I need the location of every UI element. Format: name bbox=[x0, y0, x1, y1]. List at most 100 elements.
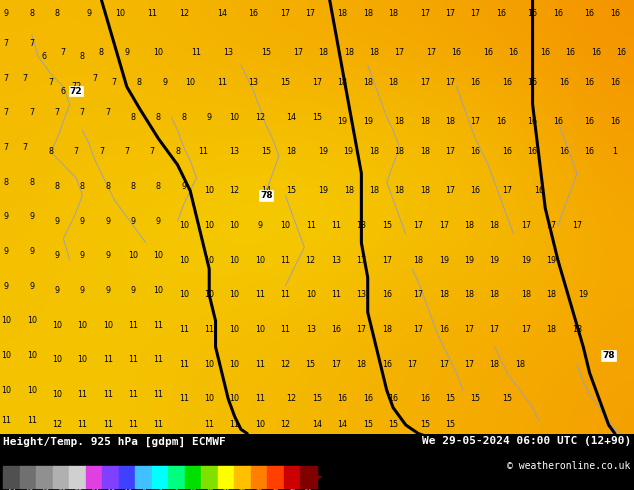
Text: 16: 16 bbox=[388, 394, 398, 403]
Text: 13: 13 bbox=[223, 48, 233, 56]
Text: 7: 7 bbox=[29, 108, 34, 117]
Text: 10: 10 bbox=[179, 221, 189, 230]
Text: 17: 17 bbox=[464, 360, 474, 369]
Text: 14: 14 bbox=[312, 420, 322, 429]
Text: 11: 11 bbox=[128, 355, 138, 365]
Text: 11: 11 bbox=[191, 48, 202, 56]
Text: 19: 19 bbox=[439, 256, 449, 265]
Text: 16: 16 bbox=[483, 48, 493, 56]
Text: 72: 72 bbox=[71, 82, 81, 91]
Text: 18: 18 bbox=[394, 186, 404, 196]
Text: 19: 19 bbox=[521, 256, 531, 265]
Text: 17: 17 bbox=[445, 8, 455, 18]
Text: 10: 10 bbox=[1, 386, 11, 395]
Text: 11: 11 bbox=[331, 291, 341, 299]
Text: 17: 17 bbox=[445, 147, 455, 156]
Text: 18: 18 bbox=[394, 117, 404, 126]
Text: 15: 15 bbox=[363, 420, 373, 429]
Text: 18: 18 bbox=[318, 48, 328, 56]
Text: 10: 10 bbox=[27, 317, 37, 325]
Text: 18: 18 bbox=[464, 291, 474, 299]
Text: 18: 18 bbox=[547, 291, 557, 299]
Text: 17: 17 bbox=[306, 8, 316, 18]
Text: 16: 16 bbox=[502, 78, 512, 87]
Text: 13: 13 bbox=[249, 78, 259, 87]
Text: -12: -12 bbox=[122, 489, 133, 490]
Text: 14: 14 bbox=[217, 8, 227, 18]
Bar bbox=[135, 466, 152, 488]
Text: 18: 18 bbox=[363, 78, 373, 87]
Text: 16: 16 bbox=[610, 117, 620, 126]
Text: 9: 9 bbox=[131, 217, 136, 226]
Text: 19: 19 bbox=[337, 117, 347, 126]
Bar bbox=[3, 466, 20, 488]
Text: 11: 11 bbox=[128, 390, 138, 399]
Text: 30: 30 bbox=[239, 489, 246, 490]
Text: 11: 11 bbox=[280, 256, 290, 265]
Bar bbox=[20, 466, 36, 488]
Text: 16: 16 bbox=[331, 325, 341, 334]
Text: 8: 8 bbox=[55, 8, 60, 18]
Text: 16: 16 bbox=[527, 78, 538, 87]
Text: 18: 18 bbox=[369, 147, 379, 156]
Text: 16: 16 bbox=[496, 8, 506, 18]
Text: 11: 11 bbox=[103, 355, 113, 365]
Text: 11: 11 bbox=[179, 325, 189, 334]
Text: 11: 11 bbox=[153, 420, 164, 429]
Text: 18: 18 bbox=[521, 291, 531, 299]
Text: 9: 9 bbox=[55, 251, 60, 260]
Text: 10: 10 bbox=[204, 186, 214, 196]
Text: 9: 9 bbox=[55, 217, 60, 226]
Text: 78: 78 bbox=[260, 191, 273, 199]
Text: 0: 0 bbox=[158, 489, 162, 490]
Text: -36: -36 bbox=[56, 489, 67, 490]
Text: 10: 10 bbox=[115, 8, 126, 18]
Text: 16: 16 bbox=[553, 8, 563, 18]
Text: 18: 18 bbox=[489, 360, 500, 369]
Text: 10: 10 bbox=[230, 291, 240, 299]
Text: 18: 18 bbox=[547, 325, 557, 334]
Text: 11: 11 bbox=[204, 325, 214, 334]
Text: 11: 11 bbox=[331, 221, 341, 230]
Text: 11: 11 bbox=[153, 390, 164, 399]
Text: 48: 48 bbox=[288, 489, 296, 490]
Text: 18: 18 bbox=[420, 147, 430, 156]
Bar bbox=[119, 466, 135, 488]
Text: 10: 10 bbox=[204, 360, 214, 369]
Text: 9: 9 bbox=[131, 286, 136, 295]
Text: 12: 12 bbox=[190, 489, 197, 490]
Text: 9: 9 bbox=[86, 8, 91, 18]
Text: 9: 9 bbox=[29, 247, 34, 256]
Text: -48: -48 bbox=[23, 489, 34, 490]
Text: 16: 16 bbox=[337, 394, 347, 403]
Text: 10: 10 bbox=[1, 317, 11, 325]
Text: 11: 11 bbox=[128, 321, 138, 330]
Text: 17: 17 bbox=[280, 8, 290, 18]
Text: 7: 7 bbox=[93, 74, 98, 82]
Text: 14: 14 bbox=[287, 113, 297, 122]
Text: 7: 7 bbox=[150, 147, 155, 156]
Text: 13: 13 bbox=[331, 256, 341, 265]
Text: 8: 8 bbox=[105, 182, 110, 191]
Text: 10: 10 bbox=[255, 325, 265, 334]
Text: 9: 9 bbox=[105, 251, 110, 260]
Text: 14: 14 bbox=[337, 420, 347, 429]
Text: 9: 9 bbox=[4, 247, 9, 256]
Text: 19: 19 bbox=[318, 186, 328, 196]
Text: 12: 12 bbox=[287, 394, 297, 403]
Bar bbox=[86, 466, 102, 488]
Text: 16: 16 bbox=[585, 147, 595, 156]
Bar bbox=[218, 466, 235, 488]
Text: 15: 15 bbox=[261, 48, 271, 56]
Text: 10: 10 bbox=[77, 355, 87, 365]
Text: 16: 16 bbox=[382, 360, 392, 369]
Text: 19: 19 bbox=[344, 147, 354, 156]
Text: 17: 17 bbox=[413, 221, 424, 230]
Bar bbox=[301, 466, 317, 488]
Text: 10: 10 bbox=[230, 256, 240, 265]
Text: 1: 1 bbox=[612, 147, 618, 156]
Text: 11: 11 bbox=[255, 394, 265, 403]
Text: 18: 18 bbox=[206, 489, 213, 490]
Text: 18: 18 bbox=[337, 8, 347, 18]
Text: 8: 8 bbox=[156, 113, 161, 122]
